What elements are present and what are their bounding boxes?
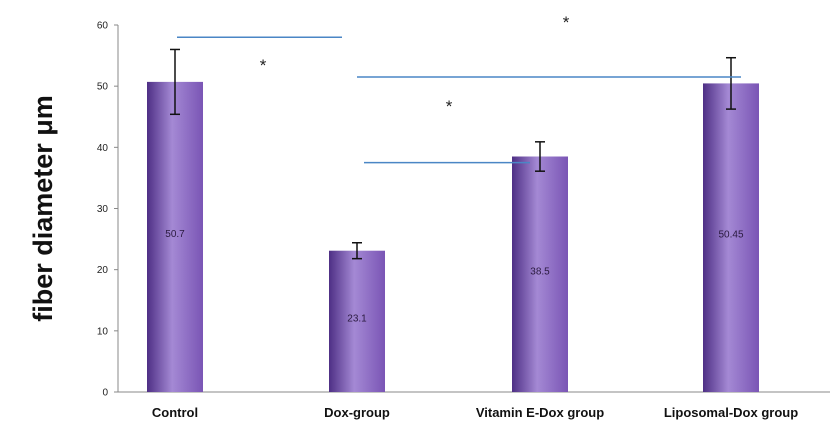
bar bbox=[147, 81, 203, 392]
bars bbox=[147, 81, 759, 392]
significance-annotations: * * * bbox=[177, 13, 741, 164]
y-tick-label: 40 bbox=[97, 143, 109, 154]
labels: fiber diameter μm 50.7 Control 23.1 Dox-gro… bbox=[28, 95, 798, 420]
y-axis-label: fiber diameter μm bbox=[28, 95, 58, 322]
significance-star: * bbox=[260, 56, 267, 75]
x-category-label: Liposomal-Dox group bbox=[664, 405, 798, 420]
bar-value-label: 50.45 bbox=[718, 230, 743, 241]
y-tick-label: 0 bbox=[102, 388, 108, 399]
y-tick-label: 50 bbox=[97, 82, 109, 93]
significance-star: * bbox=[446, 97, 453, 116]
bar-value-label: 38.5 bbox=[530, 266, 550, 277]
y-tick-label: 60 bbox=[97, 21, 109, 32]
y-tick-label: 30 bbox=[97, 204, 109, 215]
y-tick-label: 10 bbox=[97, 326, 109, 337]
bar-value-label: 23.1 bbox=[347, 313, 367, 324]
bar bbox=[512, 156, 568, 392]
bar bbox=[703, 83, 759, 392]
significance-star: * bbox=[563, 13, 570, 32]
x-category-label: Dox-group bbox=[324, 405, 390, 420]
bar-value-label: 50.7 bbox=[165, 229, 185, 240]
x-category-label: Vitamin E-Dox group bbox=[476, 405, 604, 420]
error-bars bbox=[170, 48, 736, 260]
bar bbox=[329, 250, 385, 392]
x-category-label: Control bbox=[152, 405, 198, 420]
y-tick-label: 20 bbox=[97, 265, 109, 276]
